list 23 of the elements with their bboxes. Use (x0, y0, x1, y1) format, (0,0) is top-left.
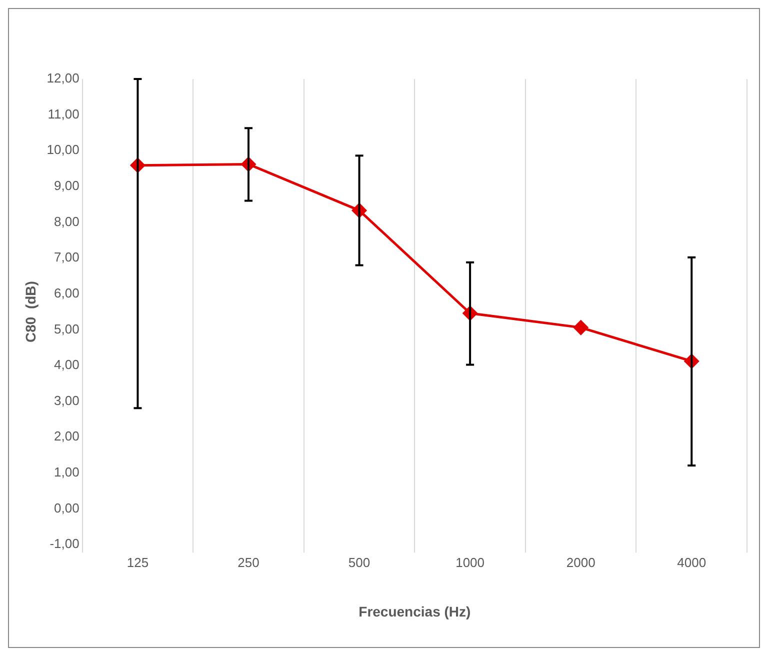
y-tick-label: 9,00 (54, 178, 80, 194)
x-tick-label: 2000 (566, 554, 596, 570)
y-tick-label: 8,00 (54, 214, 80, 229)
y-tick-label: 1,00 (54, 464, 80, 480)
y-tick-label: 7,00 (54, 250, 80, 265)
y-tick-label: 0,00 (54, 500, 80, 516)
x-tick-label: 250 (238, 554, 260, 570)
y-tick-label: 12,00 (46, 70, 80, 86)
y-tick-label: -1,00 (50, 536, 80, 552)
x-tick-label: 4000 (677, 554, 706, 570)
y-axis-title: C80 (dB) (22, 281, 38, 343)
x-tick-label: 500 (348, 554, 370, 570)
x-tick-label: 1000 (456, 554, 485, 570)
y-tick-label: 10,00 (46, 142, 80, 158)
y-tick-label: 2,00 (54, 428, 80, 444)
point (574, 320, 588, 335)
x-tick-label: 125 (126, 554, 149, 570)
y-tick-label: 3,00 (54, 392, 80, 408)
y-tick-label: 4,00 (54, 357, 80, 372)
y-tick-label: 5,00 (54, 321, 80, 336)
y-tick-label: 6,00 (54, 285, 80, 300)
y-tick-label: 11,00 (48, 106, 80, 122)
x-axis-title: Frecuencias (Hz) (358, 603, 471, 620)
